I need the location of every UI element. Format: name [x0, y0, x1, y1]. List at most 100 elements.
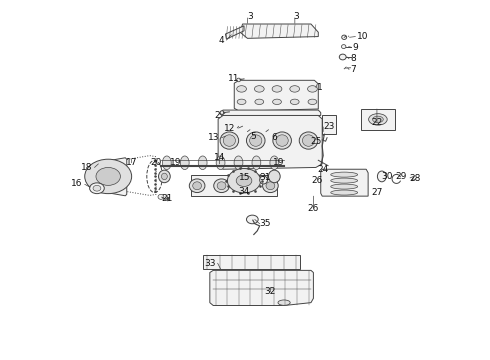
- Ellipse shape: [161, 173, 167, 180]
- Text: 29: 29: [395, 172, 407, 181]
- Text: 15: 15: [239, 173, 251, 182]
- Ellipse shape: [189, 179, 205, 193]
- Ellipse shape: [308, 86, 318, 92]
- Ellipse shape: [272, 99, 281, 104]
- Ellipse shape: [223, 135, 236, 146]
- Circle shape: [243, 132, 252, 139]
- Polygon shape: [234, 80, 318, 111]
- Text: 5: 5: [250, 132, 256, 141]
- Ellipse shape: [260, 176, 268, 184]
- FancyBboxPatch shape: [322, 116, 336, 134]
- Text: 18: 18: [81, 163, 93, 172]
- Ellipse shape: [237, 86, 246, 92]
- Circle shape: [236, 175, 252, 186]
- Ellipse shape: [331, 172, 358, 177]
- Polygon shape: [225, 26, 244, 39]
- Text: 4: 4: [219, 36, 224, 45]
- Text: 12: 12: [224, 123, 235, 132]
- Text: 28: 28: [409, 174, 421, 183]
- Ellipse shape: [270, 156, 279, 170]
- Text: 2: 2: [214, 111, 220, 120]
- Ellipse shape: [290, 86, 299, 92]
- Ellipse shape: [198, 156, 207, 170]
- Ellipse shape: [237, 78, 241, 82]
- Ellipse shape: [220, 132, 239, 149]
- Text: 11: 11: [228, 75, 239, 84]
- Ellipse shape: [242, 182, 250, 190]
- Circle shape: [246, 215, 258, 224]
- Ellipse shape: [236, 127, 239, 130]
- Text: 32: 32: [265, 287, 276, 296]
- Polygon shape: [90, 158, 127, 196]
- Text: 21: 21: [161, 194, 172, 203]
- Text: 31: 31: [259, 173, 270, 182]
- Ellipse shape: [159, 170, 170, 183]
- Text: 14: 14: [214, 153, 225, 162]
- Ellipse shape: [234, 156, 243, 170]
- Ellipse shape: [342, 45, 346, 49]
- Polygon shape: [240, 24, 318, 39]
- Text: 25: 25: [311, 137, 322, 146]
- FancyBboxPatch shape: [191, 175, 277, 196]
- Polygon shape: [220, 110, 321, 116]
- Ellipse shape: [252, 156, 261, 170]
- Ellipse shape: [158, 194, 164, 199]
- Ellipse shape: [276, 135, 288, 146]
- Ellipse shape: [217, 182, 226, 190]
- Ellipse shape: [377, 171, 386, 182]
- Text: 33: 33: [204, 259, 216, 268]
- Circle shape: [261, 132, 271, 139]
- Ellipse shape: [302, 135, 315, 146]
- Text: 19: 19: [170, 158, 181, 167]
- Ellipse shape: [255, 99, 264, 104]
- Ellipse shape: [372, 116, 383, 123]
- Text: 19: 19: [272, 158, 284, 167]
- Ellipse shape: [278, 300, 290, 305]
- Ellipse shape: [272, 86, 282, 92]
- Ellipse shape: [193, 182, 201, 190]
- Text: 1: 1: [318, 83, 323, 92]
- Ellipse shape: [249, 135, 262, 146]
- Text: 13: 13: [208, 133, 220, 142]
- Ellipse shape: [290, 99, 299, 104]
- Ellipse shape: [331, 184, 358, 189]
- Circle shape: [227, 168, 261, 193]
- Ellipse shape: [273, 132, 292, 149]
- Ellipse shape: [331, 190, 358, 195]
- Ellipse shape: [180, 156, 189, 170]
- Text: 22: 22: [371, 118, 383, 127]
- Text: 30: 30: [381, 172, 392, 181]
- Text: 7: 7: [350, 65, 356, 74]
- Text: 3: 3: [247, 12, 253, 21]
- Text: 3: 3: [294, 12, 299, 21]
- Circle shape: [96, 167, 121, 185]
- Polygon shape: [210, 270, 314, 306]
- Ellipse shape: [266, 182, 275, 190]
- Ellipse shape: [162, 156, 171, 170]
- Text: 8: 8: [350, 54, 356, 63]
- Ellipse shape: [220, 111, 224, 114]
- Ellipse shape: [308, 99, 317, 104]
- Text: 16: 16: [71, 179, 83, 188]
- Ellipse shape: [246, 132, 265, 149]
- Polygon shape: [218, 116, 322, 169]
- Ellipse shape: [214, 179, 229, 193]
- Text: 10: 10: [357, 32, 369, 41]
- Ellipse shape: [368, 114, 387, 125]
- Ellipse shape: [254, 86, 264, 92]
- FancyBboxPatch shape: [361, 109, 394, 130]
- Text: 26: 26: [312, 176, 323, 185]
- Text: 34: 34: [238, 187, 250, 196]
- Ellipse shape: [216, 156, 225, 170]
- Text: 26: 26: [308, 204, 319, 213]
- Ellipse shape: [238, 179, 254, 193]
- Ellipse shape: [269, 170, 280, 183]
- Ellipse shape: [331, 178, 358, 183]
- Circle shape: [85, 159, 132, 194]
- Text: 9: 9: [352, 43, 358, 52]
- Text: 35: 35: [260, 219, 271, 228]
- Circle shape: [93, 185, 101, 191]
- Text: 20: 20: [150, 158, 162, 167]
- Text: 23: 23: [323, 122, 335, 131]
- Text: 6: 6: [272, 133, 278, 142]
